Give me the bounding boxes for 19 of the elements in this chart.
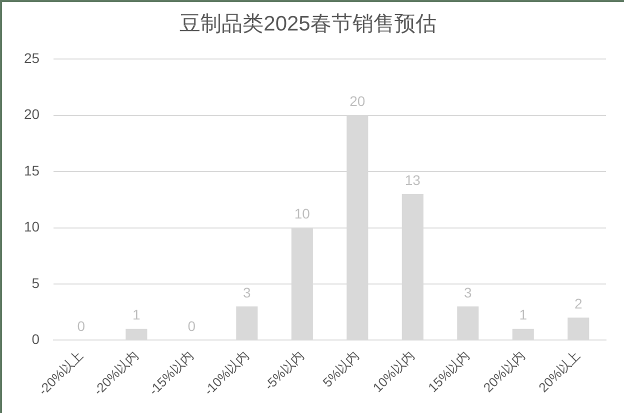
y-tick-label: 0 <box>32 330 40 347</box>
data-label: 2 <box>574 296 582 312</box>
data-label: 13 <box>404 172 421 188</box>
y-tick-label: 10 <box>24 218 40 235</box>
x-tick-label: -5%以内 <box>261 348 307 394</box>
data-label: 3 <box>243 284 252 300</box>
data-label: 3 <box>464 284 472 300</box>
y-tick-label: 5 <box>32 274 40 291</box>
data-label: 1 <box>519 306 528 323</box>
y-tick-label: 25 <box>24 50 40 66</box>
data-label: 1 <box>132 306 141 323</box>
chart-title: 豆制品类2025春节销售预估 <box>180 12 436 36</box>
data-label: 0 <box>188 318 196 334</box>
y-tick-label: 15 <box>24 162 40 178</box>
y-tick-label: 20 <box>24 106 40 122</box>
data-label: 0 <box>77 318 86 334</box>
data-label: 10 <box>294 206 310 222</box>
x-tick-label: 5%以内 <box>320 348 362 390</box>
data-label: 20 <box>350 93 366 110</box>
